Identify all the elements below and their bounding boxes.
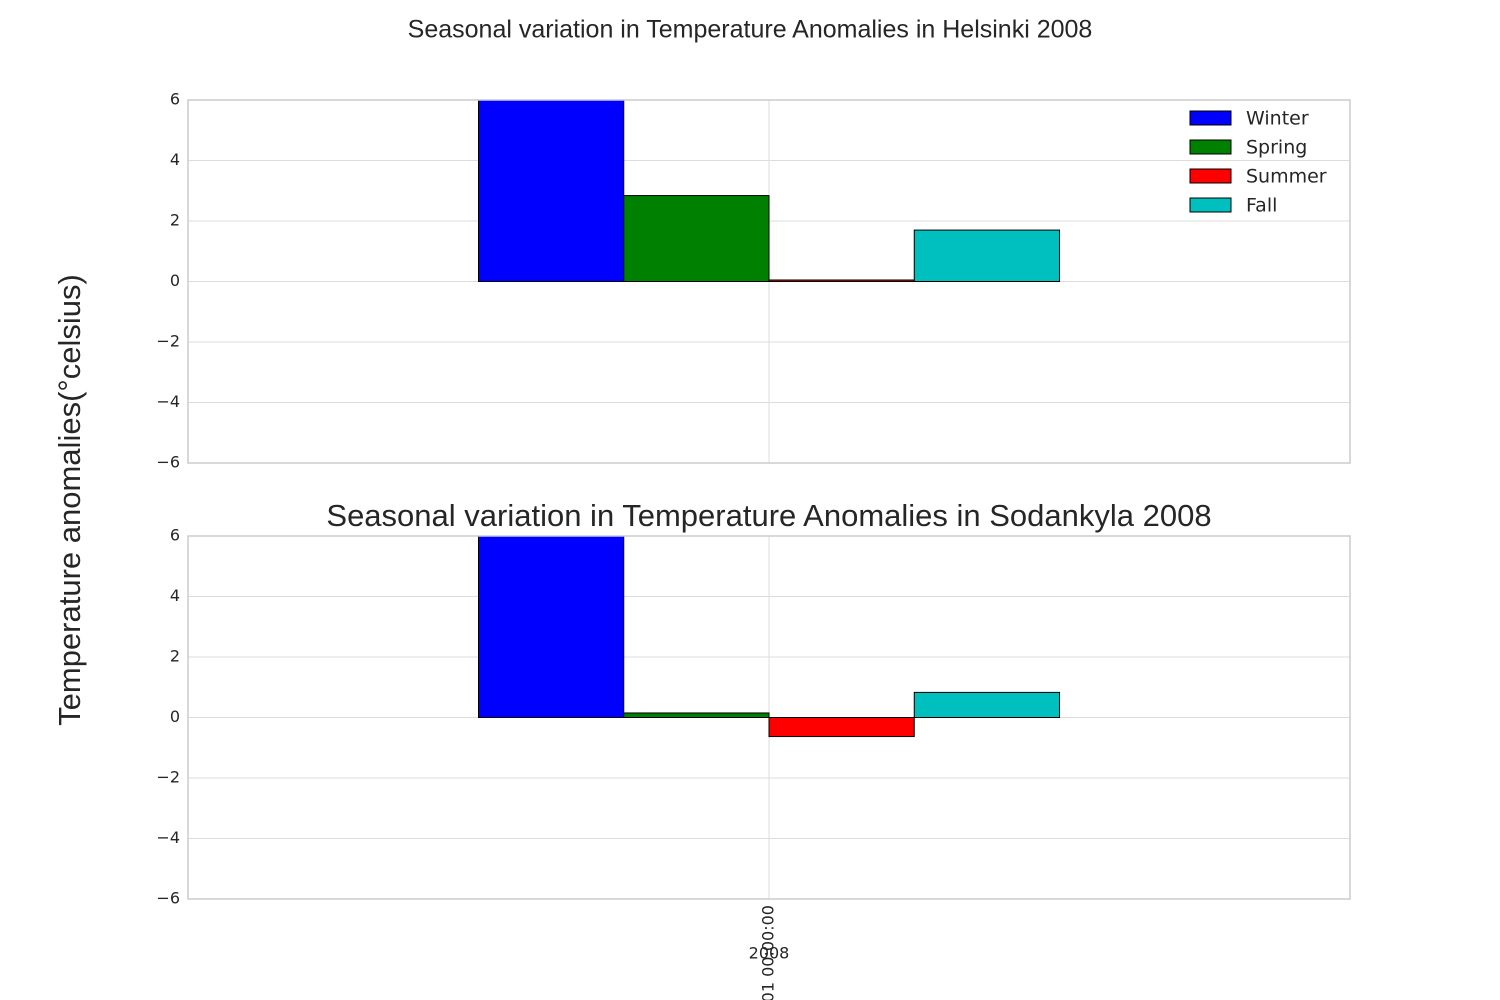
bar xyxy=(913,229,1060,282)
bar xyxy=(623,195,770,282)
axes-frame xyxy=(187,535,1351,900)
y-tick-label: 4 xyxy=(170,586,180,605)
y-tick-label: 2 xyxy=(170,647,180,666)
figure-title: Seasonal variation in Temperature Anomal… xyxy=(408,16,1093,44)
chart-title: Seasonal variation in Temperature Anomal… xyxy=(326,498,1211,533)
legend-swatch xyxy=(1189,168,1232,184)
y-tick-label: 0 xyxy=(170,271,180,290)
x-axis-label: 2008 xyxy=(749,944,790,963)
y-tick-label: 0 xyxy=(170,707,180,726)
bar xyxy=(913,691,1060,719)
y-tick-label: −4 xyxy=(156,392,180,411)
axes-frame xyxy=(187,99,1351,464)
bar xyxy=(478,100,625,282)
y-tick-label: −6 xyxy=(156,453,180,472)
bar xyxy=(478,536,625,718)
y-tick-label: −6 xyxy=(156,889,180,908)
bar xyxy=(768,279,915,282)
plot-area xyxy=(478,536,1060,738)
y-tick-label: 6 xyxy=(170,526,180,545)
legend-label: Winter xyxy=(1246,108,1309,130)
y-tick-label: −4 xyxy=(156,828,180,847)
y-axis-label: Temperature anomalies(°celsius) xyxy=(52,274,87,726)
legend-swatch xyxy=(1189,197,1232,213)
y-tick-label: 6 xyxy=(170,90,180,109)
legend-swatch xyxy=(1189,139,1232,155)
y-tick-label: −2 xyxy=(156,332,180,351)
plot-area xyxy=(478,100,1060,282)
legend-swatch xyxy=(1189,110,1232,126)
x-tick-label: 2008-01-01 00:00:00 xyxy=(759,905,778,1000)
y-tick-label: −2 xyxy=(156,768,180,787)
y-tick-label: 2 xyxy=(170,211,180,230)
legend-label: Summer xyxy=(1246,166,1327,188)
legend-label: Spring xyxy=(1246,137,1307,159)
bar xyxy=(623,712,770,719)
y-tick-label: 4 xyxy=(170,150,180,169)
bar xyxy=(768,717,915,738)
legend-label: Fall xyxy=(1246,195,1277,217)
